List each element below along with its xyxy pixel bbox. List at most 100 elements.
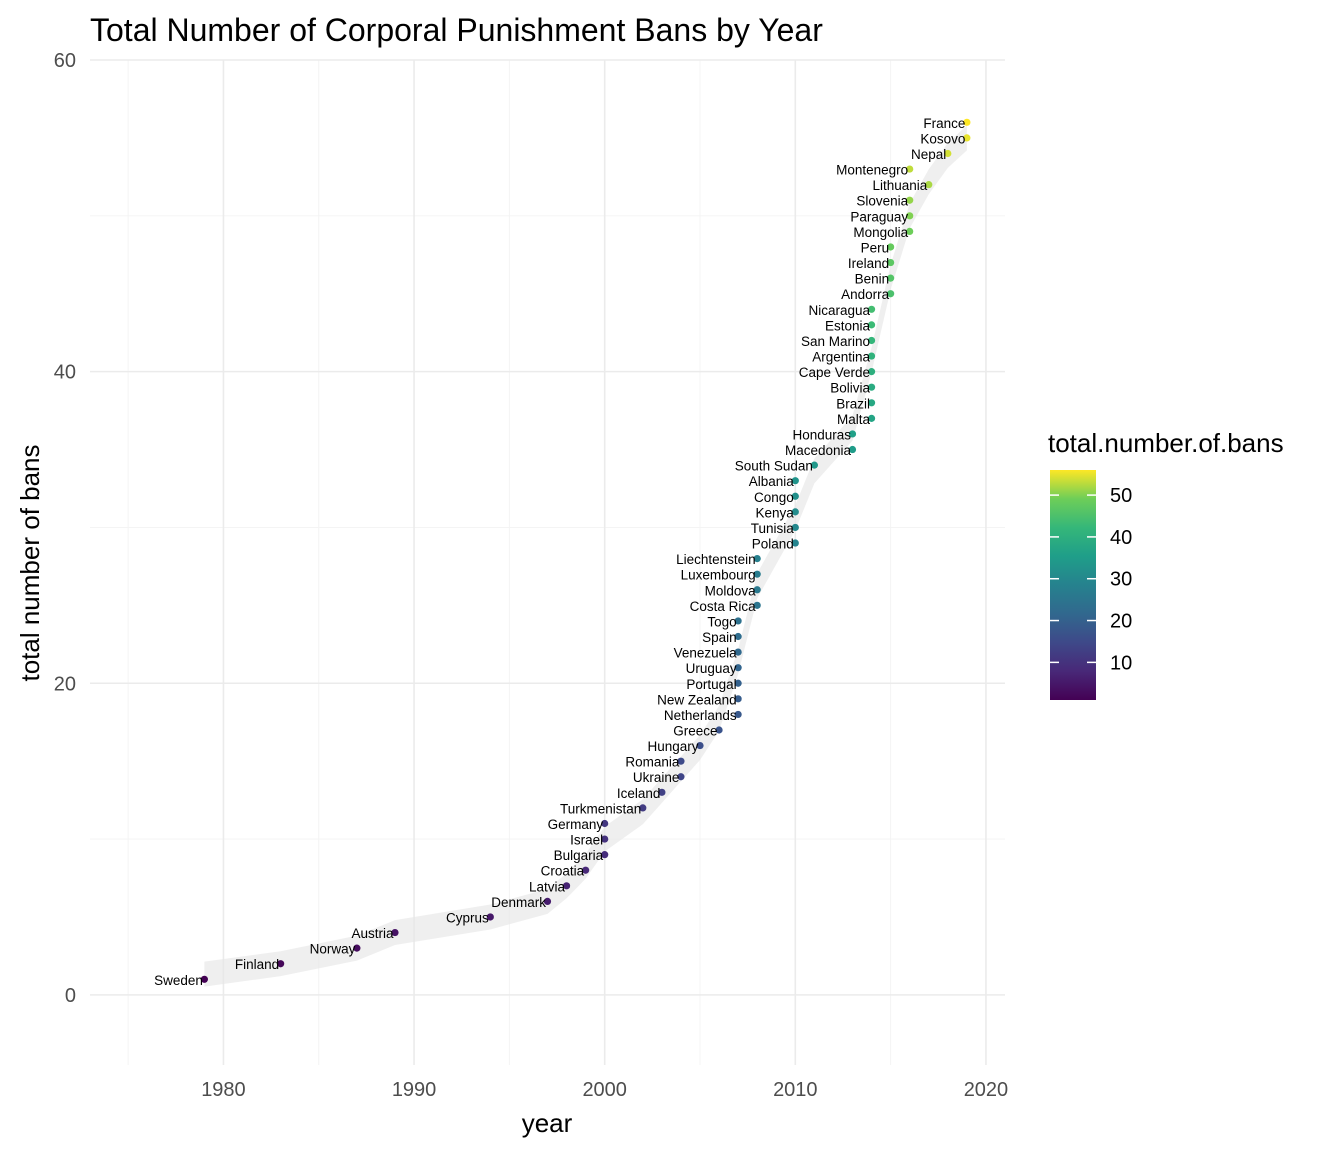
data-point — [601, 835, 609, 843]
data-point — [715, 726, 723, 734]
y-tick-label: 40 — [54, 362, 76, 384]
data-point — [887, 274, 895, 282]
point-label: Denmark — [491, 895, 546, 910]
data-point — [734, 695, 742, 703]
point-label: Honduras — [792, 427, 851, 442]
point-label: Iceland — [617, 786, 661, 801]
legend-colorbar: total.number.of.bans 10 20 30 40 50 — [1048, 428, 1284, 700]
data-point — [486, 913, 494, 921]
point-label: Lithuania — [872, 178, 927, 193]
x-axis-title: year — [522, 1108, 573, 1138]
point-label: Ukraine — [633, 770, 680, 785]
data-point — [658, 788, 666, 796]
point-label: Uruguay — [686, 661, 737, 676]
legend-ticks: 10 20 30 40 50 — [1050, 485, 1132, 674]
data-point — [753, 601, 761, 609]
point-label: Poland — [752, 537, 794, 552]
point-label: Germany — [548, 817, 604, 832]
colorbar — [1050, 470, 1096, 700]
point-label: San Marino — [801, 334, 870, 349]
point-label: Brazil — [836, 396, 870, 411]
data-point — [867, 352, 876, 360]
legend-tick-label: 20 — [1110, 611, 1132, 633]
point-label: New Zealand — [657, 692, 737, 707]
point-label: Turkmenistan — [560, 801, 641, 816]
point-label: Moldova — [705, 583, 757, 598]
grid-lines — [90, 59, 1005, 1065]
point-label: Benin — [855, 272, 890, 287]
data-point — [753, 555, 761, 563]
point-label: Estonia — [825, 318, 871, 333]
data-point — [867, 368, 876, 376]
data-point — [867, 305, 876, 313]
point-label: Finland — [235, 957, 279, 972]
point-labels: SwedenFinlandNorwayAustriaCyprusDenmarkL… — [154, 116, 965, 988]
data-point — [867, 383, 876, 391]
point-label: Bulgaria — [554, 848, 604, 863]
data-point — [791, 492, 799, 500]
data-point — [791, 523, 799, 532]
data-point — [734, 710, 742, 719]
point-label: Netherlands — [664, 708, 737, 723]
point-label: Malta — [837, 412, 871, 427]
point-label: Kenya — [756, 505, 795, 520]
y-axis-title: total number of bans — [15, 444, 45, 681]
data-point — [810, 461, 818, 469]
point-label: Paraguay — [850, 209, 908, 224]
legend-title: total.number.of.bans — [1048, 428, 1284, 458]
point-label: Austria — [351, 926, 394, 941]
y-tick-label: 20 — [54, 673, 76, 695]
data-point — [391, 928, 399, 937]
data-point — [277, 960, 285, 968]
data-point — [734, 632, 742, 641]
data-point — [867, 336, 876, 345]
x-tick-label: 1990 — [392, 1079, 437, 1101]
point-label: Cape Verde — [799, 365, 870, 380]
data-point — [791, 539, 799, 547]
point-label: Argentina — [812, 350, 870, 365]
data-point — [734, 648, 742, 656]
point-label: Peru — [861, 240, 890, 255]
point-label: Togo — [707, 614, 736, 629]
point-label: Venezuela — [674, 646, 738, 661]
point-label: Costa Rica — [690, 599, 757, 614]
data-point — [543, 897, 552, 905]
point-label: Cyprus — [446, 910, 489, 925]
point-label: Romania — [625, 755, 680, 770]
point-label: South Sudan — [735, 459, 813, 474]
y-tick-label: 0 — [65, 985, 76, 1007]
legend-tick-label: 50 — [1110, 485, 1132, 507]
point-label: Hungary — [647, 739, 698, 754]
data-point — [925, 181, 933, 189]
point-label: Greece — [673, 724, 717, 739]
data-point — [906, 227, 914, 235]
data-point — [906, 165, 914, 173]
data-point — [734, 617, 742, 625]
point-label: Israel — [570, 833, 603, 848]
point-label: Andorra — [841, 287, 890, 302]
point-label: Kosovo — [920, 131, 965, 146]
x-tick-label: 2020 — [964, 1079, 1009, 1101]
data-point — [791, 477, 799, 485]
data-point — [887, 243, 895, 251]
data-point — [848, 430, 857, 438]
data-point — [963, 134, 971, 142]
y-axis-ticks: 0 20 40 60 — [54, 50, 76, 1007]
point-label: Slovenia — [856, 194, 908, 209]
point-label: Luxembourg — [681, 568, 756, 583]
legend-tick-label: 30 — [1110, 569, 1132, 591]
data-point — [887, 290, 895, 298]
data-point — [734, 679, 742, 687]
chart-title: Total Number of Corporal Punishment Bans… — [90, 12, 823, 48]
data-point — [601, 851, 609, 859]
data-point — [562, 882, 571, 890]
data-point — [639, 804, 647, 812]
data-point — [848, 445, 857, 454]
point-label: Montenegro — [836, 163, 908, 178]
data-point — [734, 664, 742, 672]
data-point — [867, 414, 876, 422]
data-point — [887, 258, 895, 267]
point-label: Croatia — [541, 864, 585, 879]
